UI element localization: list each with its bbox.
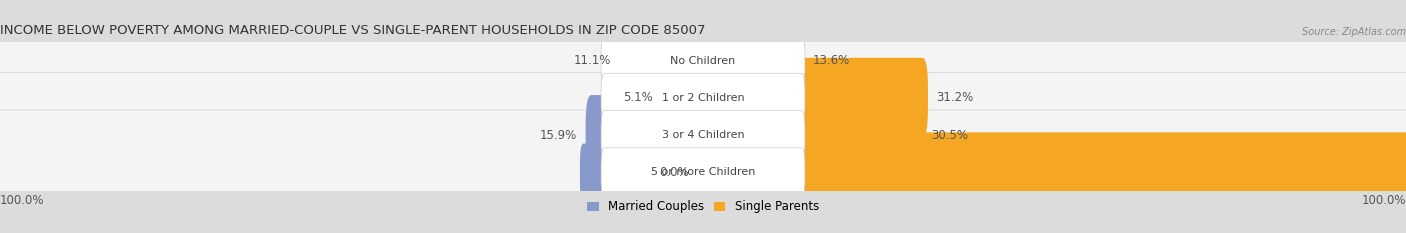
Text: Source: ZipAtlas.com: Source: ZipAtlas.com [1302,27,1406,38]
Text: 31.2%: 31.2% [936,91,973,104]
FancyBboxPatch shape [581,144,609,201]
FancyBboxPatch shape [602,110,804,160]
Text: 0.0%: 0.0% [659,166,689,179]
FancyBboxPatch shape [0,0,1406,123]
FancyBboxPatch shape [796,95,922,175]
Text: 5.1%: 5.1% [623,91,652,104]
FancyBboxPatch shape [796,58,928,138]
Text: 30.5%: 30.5% [932,129,969,142]
Text: 15.9%: 15.9% [540,129,578,142]
FancyBboxPatch shape [796,132,1406,212]
Text: 5 or more Children: 5 or more Children [651,168,755,177]
Text: INCOME BELOW POVERTY AMONG MARRIED-COUPLE VS SINGLE-PARENT HOUSEHOLDS IN ZIP COD: INCOME BELOW POVERTY AMONG MARRIED-COUPL… [0,24,706,38]
Text: 13.6%: 13.6% [813,54,849,67]
Text: 3 or 4 Children: 3 or 4 Children [662,130,744,140]
Text: 100.0%: 100.0% [1361,194,1406,207]
Text: 100.0%: 100.0% [0,194,45,207]
FancyBboxPatch shape [586,95,610,175]
Text: No Children: No Children [671,56,735,65]
Legend: Married Couples, Single Parents: Married Couples, Single Parents [582,195,824,218]
Text: 1 or 2 Children: 1 or 2 Children [662,93,744,103]
FancyBboxPatch shape [0,110,1406,233]
FancyBboxPatch shape [602,73,804,123]
FancyBboxPatch shape [0,35,1406,160]
FancyBboxPatch shape [602,148,804,197]
FancyBboxPatch shape [602,36,804,85]
Text: 11.1%: 11.1% [574,54,612,67]
FancyBboxPatch shape [0,73,1406,198]
